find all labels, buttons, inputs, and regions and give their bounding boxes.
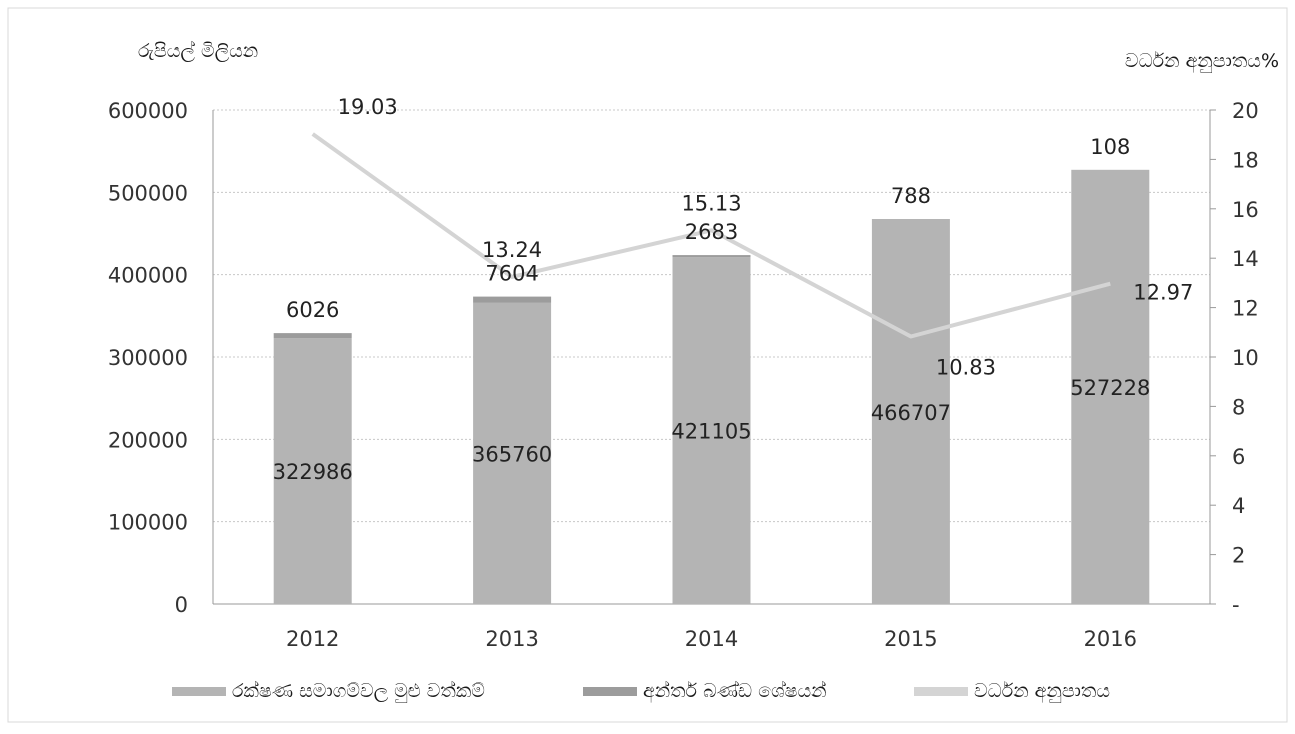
legend-label-total-assets: රක්ෂණ සමාගම්වල මුළු වත්කම්	[232, 680, 485, 702]
right-tick-label: 2	[1232, 544, 1245, 568]
legend-item-total-assets: රක්ෂණ සමාගම්වල මුළු වත්කම්	[172, 680, 485, 702]
legend: රක්ෂණ සමාගම්වල මුළු වත්කම් අන්තර් බණ්ඩ ශ…	[0, 680, 1295, 710]
left-tick-label: 300000	[108, 346, 188, 370]
data-label-growth-rate: 13.24	[482, 238, 542, 262]
right-tick-label: 12	[1232, 297, 1259, 321]
left-tick-label: 600000	[108, 99, 188, 123]
x-tick-label: 2013	[485, 627, 538, 651]
left-tick-label: 100000	[108, 511, 188, 535]
bar-inter-balances	[872, 219, 950, 220]
right-tick-label: 20	[1232, 99, 1259, 123]
left-tick-label: 200000	[108, 428, 188, 452]
data-label-growth-rate: 12.97	[1133, 281, 1193, 305]
legend-label-inter-balances: අන්තර් බණ්ඩ ශේෂයන්	[643, 680, 827, 702]
right-tick-label: 18	[1232, 148, 1259, 172]
x-tick-label: 2014	[685, 627, 738, 651]
legend-item-inter-balances: අන්තර් බණ්ඩ ශේෂයන්	[583, 680, 827, 702]
x-tick-label: 2012	[286, 627, 339, 651]
data-label-inter-balances: 6026	[286, 298, 339, 322]
data-label-growth-rate: 19.03	[338, 95, 398, 119]
left-tick-label: 400000	[108, 264, 188, 288]
data-label-inter-balances: 108	[1090, 135, 1130, 159]
data-label-total-assets: 421105	[671, 420, 751, 444]
left-tick-label: 0	[175, 593, 188, 617]
bar-inter-balances	[274, 333, 352, 338]
right-tick-label: 8	[1232, 395, 1245, 419]
legend-label-growth-rate: වර්ධන අනුපාතය	[974, 680, 1110, 702]
right-axis-label: වර්ධන අනුපාතය%	[1125, 50, 1279, 72]
data-label-total-assets: 527228	[1070, 376, 1150, 400]
data-label-total-assets: 322986	[273, 460, 353, 484]
bar-inter-balances	[473, 297, 551, 303]
right-tick-label: 10	[1232, 346, 1259, 370]
x-tick-label: 2015	[884, 627, 937, 651]
data-label-inter-balances: 2683	[685, 220, 738, 244]
legend-swatch-total-assets	[172, 687, 226, 696]
right-tick-label: -	[1232, 593, 1240, 617]
right-tick-label: 4	[1232, 494, 1245, 518]
x-tick-label: 2016	[1084, 627, 1137, 651]
right-tick-label: 6	[1232, 445, 1245, 469]
legend-item-growth-rate: වර්ධන අනුපාතය	[914, 680, 1110, 702]
right-tick-label: 14	[1232, 247, 1259, 271]
data-label-inter-balances: 788	[891, 184, 931, 208]
right-tick-label: 16	[1232, 198, 1259, 222]
data-label-growth-rate: 10.83	[936, 355, 996, 379]
legend-swatch-inter-balances	[583, 687, 637, 696]
legend-swatch-growth-rate	[914, 687, 968, 696]
data-label-total-assets: 365760	[472, 442, 552, 466]
left-axis-label: රුපියල් මිලියන	[138, 40, 258, 62]
data-label-growth-rate: 15.13	[681, 191, 741, 215]
bar-inter-balances	[673, 255, 751, 257]
data-label-total-assets: 466707	[871, 401, 951, 425]
data-label-inter-balances: 7604	[485, 262, 538, 286]
left-tick-label: 500000	[108, 181, 188, 205]
